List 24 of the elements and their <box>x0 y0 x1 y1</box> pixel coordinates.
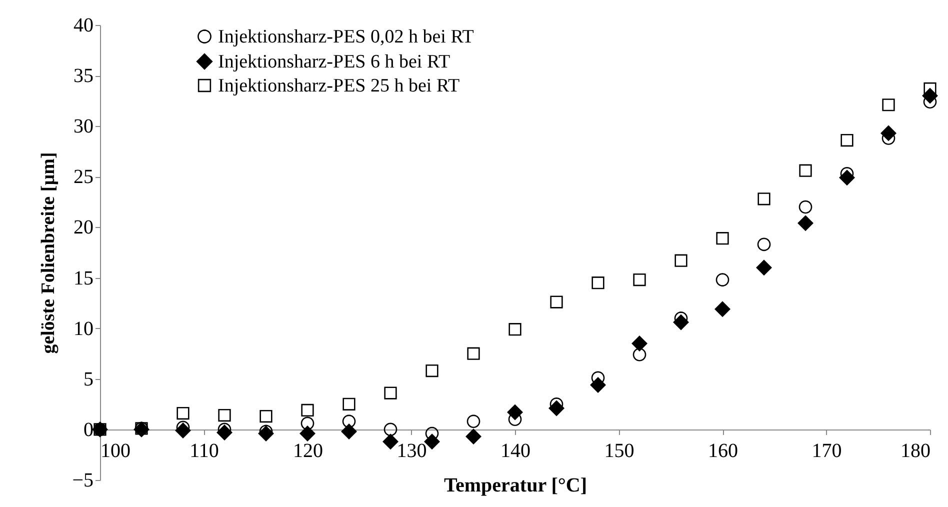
x-tick-label: 170 <box>812 440 842 462</box>
y-tick-label: 15 <box>74 267 94 290</box>
x-tick-label: 120 <box>293 440 323 462</box>
y-tick-label: 5 <box>84 368 94 390</box>
y-tick-label: 20 <box>74 216 94 239</box>
y-tick-label: 25 <box>74 166 94 188</box>
x-tick-label: 160 <box>708 440 738 462</box>
y-tick-label: 10 <box>74 318 94 340</box>
y-tick-label: 30 <box>74 116 94 138</box>
y-tick-label: 40 <box>74 14 94 36</box>
legend-label: Injektionsharz-PES 6 h bei RT <box>218 52 450 72</box>
y-tick-label: 35 <box>74 65 94 88</box>
x-axis-title: Temperatur [°C] <box>444 474 587 496</box>
x-tick-label: 180 <box>900 440 930 462</box>
x-tick-label: 100 <box>100 440 130 462</box>
y-tick-label: −5 <box>72 470 94 492</box>
x-tick-label: 140 <box>500 440 530 462</box>
x-tick-label: 130 <box>396 440 427 462</box>
y-tick-label: 0 <box>84 418 94 441</box>
x-tick-label: 110 <box>190 440 219 462</box>
legend-label: Injektionsharz-PES 25 h bei RT <box>218 76 460 96</box>
legend-label: Injektionsharz-PES 0,02 h bei RT <box>218 26 474 48</box>
y-axis-title: gelöste Folienbreite [µm] <box>38 152 60 354</box>
x-tick-label: 150 <box>604 440 634 462</box>
